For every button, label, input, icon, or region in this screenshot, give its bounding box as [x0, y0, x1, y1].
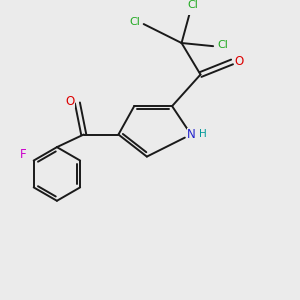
Text: F: F — [20, 148, 27, 161]
Text: O: O — [234, 56, 244, 68]
Text: O: O — [66, 95, 75, 108]
Text: Cl: Cl — [187, 0, 198, 10]
Text: N: N — [187, 128, 195, 141]
Text: H: H — [199, 129, 207, 139]
Text: Cl: Cl — [217, 40, 228, 50]
Text: Cl: Cl — [129, 17, 140, 28]
